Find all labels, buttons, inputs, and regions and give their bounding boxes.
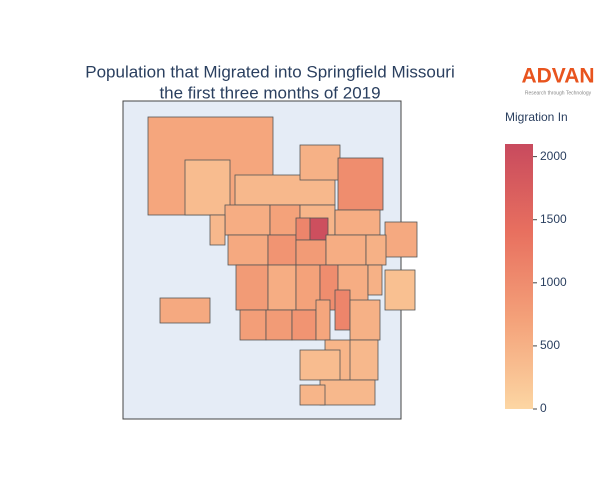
region: [295, 239, 327, 266]
colorbar-ticks: 0 500 1000 1500 2000: [533, 149, 567, 415]
colorbar-tick-label: 500: [540, 338, 560, 352]
region: [315, 299, 331, 341]
region: [349, 339, 379, 381]
region: [269, 204, 301, 236]
colorbar-tick-label: 0: [540, 401, 547, 415]
region: [295, 217, 311, 241]
region: [384, 221, 418, 258]
colorbar-tick-label: 1000: [540, 275, 567, 289]
region: [239, 309, 267, 341]
region: [184, 159, 231, 216]
region: [367, 264, 383, 296]
region: [334, 289, 351, 331]
region: [267, 264, 297, 311]
regions: [147, 116, 418, 406]
region: [299, 144, 341, 181]
colorbar: [505, 144, 533, 409]
colorbar-tick-label: 2000: [540, 149, 567, 163]
region: [334, 209, 381, 236]
logo-tagline: Research through Technology: [525, 90, 592, 96]
region: [209, 214, 226, 246]
region: [291, 309, 317, 341]
region: [384, 269, 416, 311]
title-line: the first three months of 2019: [159, 83, 380, 102]
title-line: Population that Migrated into Springfiel…: [85, 62, 454, 81]
colorbar-title: Migration In: [505, 110, 568, 124]
region: [309, 217, 329, 241]
logo-name: ADVAN: [521, 65, 594, 88]
region: [235, 264, 269, 311]
region: [349, 299, 381, 341]
region: [325, 234, 367, 266]
region: [227, 234, 269, 266]
region: [265, 309, 293, 341]
region: [267, 234, 297, 266]
region: [365, 234, 387, 266]
region: [159, 297, 211, 324]
colorbar-tick-label: 1500: [540, 212, 567, 226]
region: [319, 379, 376, 406]
region: [224, 204, 271, 236]
region: [299, 349, 341, 381]
region: [299, 384, 326, 406]
region: [337, 157, 384, 211]
